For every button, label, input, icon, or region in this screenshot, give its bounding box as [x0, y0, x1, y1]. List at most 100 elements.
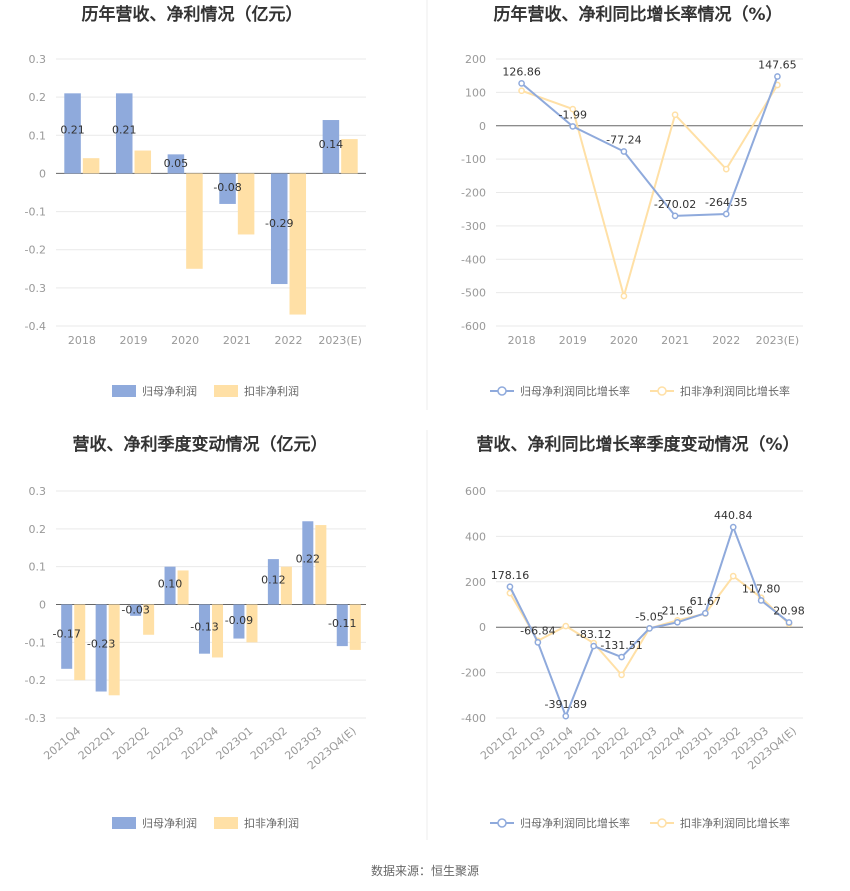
y-tick-label: 0.1 [29, 561, 47, 574]
annual-growth-line-chart: 历年营收、净利同比增长率情况（%） 200 100 0 -100 -200 -300 -40… [461, 4, 803, 398]
y-tick-label: -600 [461, 320, 486, 333]
x-tick-label: 2022Q2 [110, 724, 152, 762]
data-label: -391.89 [545, 698, 587, 711]
point-net-growth [757, 597, 765, 604]
y-tick-label: 0 [479, 621, 486, 634]
y-tick-label: 0.2 [29, 523, 47, 536]
bar-net-profit [198, 604, 210, 654]
y-tick-label: 0 [479, 120, 486, 133]
y-tick-label: -0.2 [25, 244, 46, 257]
y-tick-label: 100 [465, 86, 486, 99]
x-tick-label: 2023Q2 [248, 724, 290, 762]
bar-net-profit [95, 604, 107, 692]
y-tick-label: 400 [465, 530, 486, 543]
series-line-deducted-growth [521, 84, 779, 300]
y-tick-label: 0.3 [29, 53, 47, 66]
point-net-growth [701, 609, 709, 617]
bar-net-profit [336, 604, 348, 647]
bar-deducted-profit [177, 570, 189, 605]
bar-net-profit [167, 154, 185, 174]
x-tick-label: 2022 [712, 334, 740, 347]
data-label: -0.09 [225, 614, 253, 627]
data-label: -0.23 [87, 638, 115, 651]
point-net-growth [618, 653, 625, 661]
point-deducted-growth [562, 622, 570, 630]
data-label: 440.84 [714, 509, 753, 522]
legend-marker-deducted-growth [657, 818, 667, 828]
y-tick-label: -300 [461, 220, 486, 233]
data-label: 0.22 [296, 553, 321, 566]
point-deducted-growth [729, 572, 737, 580]
legend-label: 扣非净利润 [244, 384, 299, 398]
bar-net-profit [270, 173, 288, 285]
chart-title: 营收、净利季度变动情况（亿元） [73, 434, 328, 455]
point-net-growth [671, 212, 679, 220]
legend-marker-net-growth [497, 386, 507, 396]
point-deducted-growth [618, 671, 625, 679]
point-net-growth [569, 123, 577, 130]
legend-marker-net-growth [497, 818, 507, 828]
y-tick-label: -0.2 [25, 674, 46, 687]
data-label: 0.12 [261, 574, 286, 587]
x-tick-label: 2018 [68, 334, 96, 347]
point-net-growth [590, 642, 598, 650]
bar-net-profit [233, 604, 245, 639]
legend-label: 扣非净利润同比增长率 [680, 384, 790, 398]
chart-title: 历年营收、净利同比增长率情况（%） [493, 4, 782, 25]
data-label: -270.02 [654, 198, 696, 211]
y-tick-label: 0.3 [29, 485, 47, 498]
x-tick-label: 2019 [120, 334, 148, 347]
data-label: 0.21 [60, 123, 85, 136]
point-net-growth [518, 80, 525, 87]
legend-swatch-net-profit [112, 385, 136, 397]
data-label: 126.86 [502, 65, 541, 78]
bar-deducted-profit [74, 604, 86, 681]
data-label: -0.11 [328, 617, 356, 630]
data-label: 117.80 [742, 582, 781, 595]
y-tick-label: -0.3 [25, 712, 46, 725]
data-source-label: 数据来源：恒生聚源 [371, 863, 479, 878]
bar-deducted-profit [289, 173, 307, 315]
legend-label: 归母净利润 [142, 816, 197, 830]
bar-net-profit [61, 604, 73, 669]
bar-net-profit [164, 566, 176, 605]
y-tick-label: 0 [39, 167, 46, 180]
data-label: -0.08 [213, 181, 241, 194]
data-label: -0.17 [52, 627, 80, 640]
data-label: -0.13 [190, 621, 218, 634]
bar-net-profit [130, 604, 142, 616]
y-tick-label: -0.1 [25, 206, 46, 219]
point-deducted-growth [722, 165, 730, 173]
data-label: 0.14 [319, 138, 344, 151]
point-net-growth [785, 619, 793, 626]
y-tick-label: 0 [39, 599, 46, 612]
x-tick-label: 2021 [661, 334, 689, 347]
x-tick-label: 2019 [559, 334, 587, 347]
y-tick-label: -0.3 [25, 282, 46, 295]
data-label: 178.16 [491, 569, 530, 582]
data-label: -66.84 [520, 624, 555, 637]
x-tick-label: 2023(E) [756, 334, 800, 347]
point-net-growth [620, 148, 628, 155]
x-tick-label: 2022 [275, 334, 303, 347]
chart-title: 营收、净利同比增长率季度变动情况（%） [476, 434, 799, 455]
bar-net-profit [267, 559, 279, 605]
x-tick-label: 2021Q4 [41, 724, 83, 762]
data-label: 21.56 [662, 604, 694, 617]
bar-net-profit [302, 521, 314, 605]
point-deducted-growth [620, 292, 628, 300]
x-tick-label: 2020 [610, 334, 638, 347]
data-label: 20.98 [773, 604, 805, 617]
point-net-growth [562, 712, 570, 720]
point-net-growth [774, 73, 781, 80]
data-label: -0.29 [265, 217, 293, 230]
data-label: -77.24 [606, 134, 641, 147]
legend-label: 扣非净利润 [244, 816, 299, 830]
point-net-growth [506, 583, 514, 591]
legend-label: 归母净利润 [142, 384, 197, 398]
bar-deducted-profit [143, 604, 155, 635]
data-label: -83.12 [576, 628, 611, 641]
point-net-growth [674, 618, 681, 626]
data-label: -1.99 [559, 108, 587, 121]
data-label: 0.05 [164, 157, 189, 170]
